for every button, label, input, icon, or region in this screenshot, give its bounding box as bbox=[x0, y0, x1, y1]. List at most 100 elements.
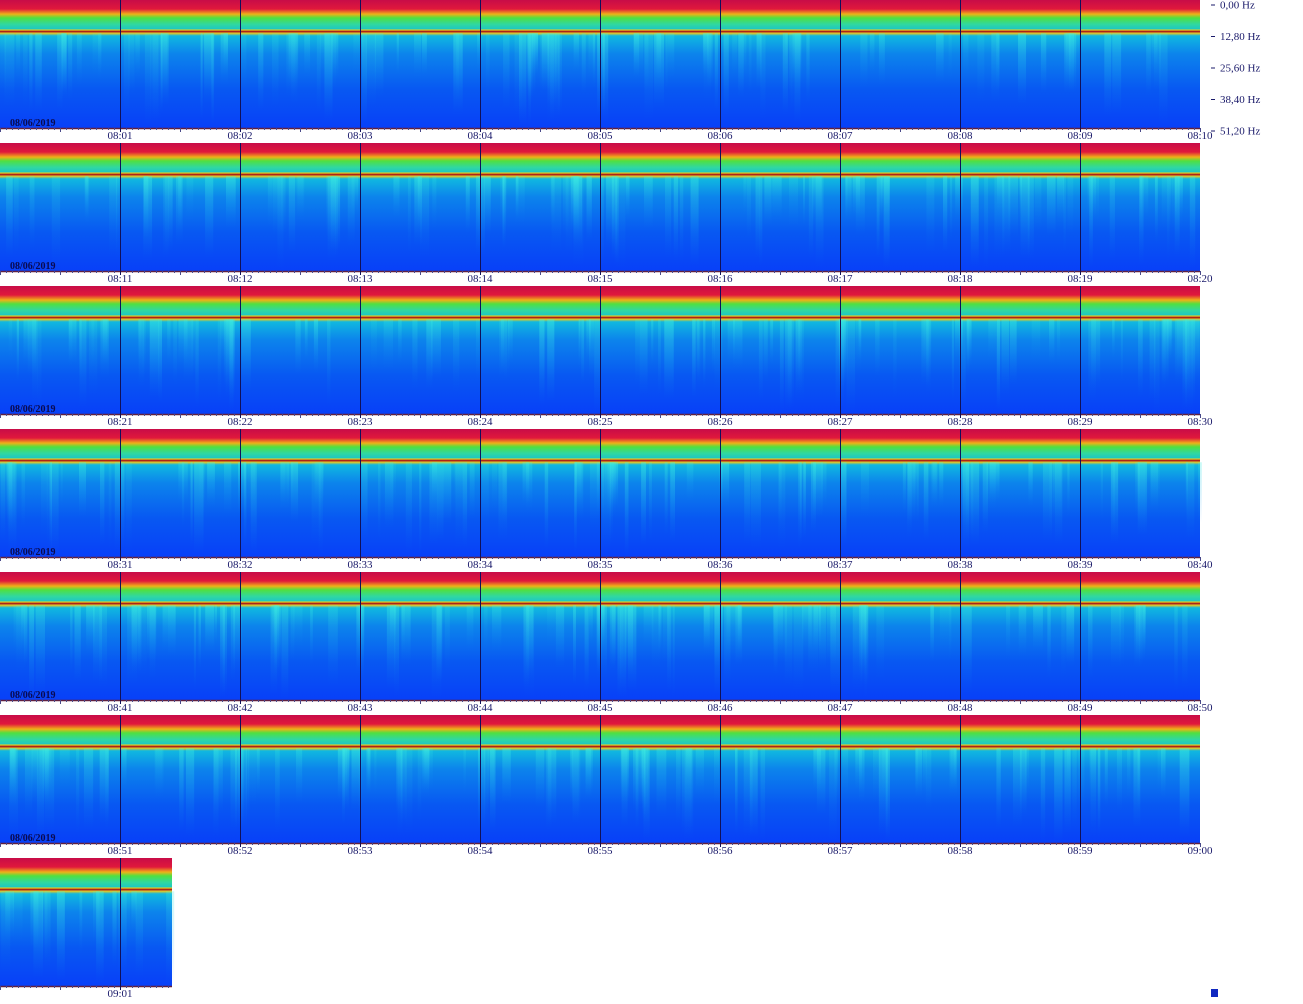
spectrogram-streak bbox=[23, 319, 29, 366]
spectrogram-streak bbox=[830, 605, 840, 695]
date-label: 08/06/2019 bbox=[10, 261, 56, 272]
spectrogram-streak bbox=[185, 748, 195, 835]
spectrogram-streak bbox=[759, 176, 763, 266]
spectrogram-streak bbox=[965, 462, 974, 539]
spectrogram-streak bbox=[565, 176, 572, 253]
spectrogram-streak bbox=[573, 605, 576, 685]
spectrogram-streak bbox=[852, 176, 861, 218]
spectrogram-streak bbox=[1019, 748, 1027, 817]
spectrogram-streak bbox=[1140, 176, 1149, 220]
spectrogram-streak bbox=[1090, 748, 1097, 836]
spectrogram-streak bbox=[280, 462, 285, 508]
spectrogram-streak bbox=[763, 319, 768, 383]
spectrogram-streak bbox=[644, 33, 654, 120]
spectrogram-streak bbox=[714, 605, 723, 667]
spectrogram-streak bbox=[1120, 319, 1123, 381]
time-label: 08:08 bbox=[947, 130, 973, 142]
spectrogram-streak bbox=[996, 319, 1001, 411]
spectrogram-streak bbox=[943, 176, 948, 252]
spectrogram-streak bbox=[802, 605, 812, 652]
spectrogram-streak bbox=[907, 462, 916, 523]
spectrogram-streak bbox=[109, 176, 118, 257]
spectrogram-streak bbox=[672, 605, 675, 697]
spectrogram-streak bbox=[205, 176, 214, 258]
spectrogram-streak bbox=[758, 319, 763, 402]
spectrogram-streak bbox=[1065, 33, 1071, 86]
spectrogram-streak bbox=[431, 462, 438, 504]
spectrogram-streak bbox=[1009, 319, 1017, 385]
spectrogram-streak bbox=[547, 319, 555, 402]
spectrogram-streak bbox=[875, 319, 880, 377]
spectrogram-streak bbox=[955, 176, 963, 220]
spectrogram-streak bbox=[135, 33, 140, 77]
spectrogram-streak bbox=[295, 319, 301, 375]
spectrogram-streak bbox=[1137, 462, 1146, 535]
spectrogram-streak bbox=[226, 176, 236, 228]
spectrogram-streak bbox=[1179, 748, 1190, 837]
spectrogram-streak bbox=[70, 605, 73, 673]
spectrogram-streak bbox=[275, 748, 280, 833]
time-label: 08:31 bbox=[107, 559, 132, 571]
spectrogram-streak bbox=[426, 319, 433, 389]
time-label: 09:01 bbox=[107, 988, 132, 1000]
spectrogram-streak bbox=[281, 176, 286, 236]
spectrogram-streak bbox=[47, 748, 50, 791]
spectrogram-streak bbox=[1138, 605, 1143, 667]
spectrogram-streak bbox=[600, 176, 604, 265]
spectrogram-streak bbox=[86, 605, 95, 654]
status-icon[interactable] bbox=[1211, 989, 1218, 997]
spectrogram-streak bbox=[89, 319, 98, 395]
spectrogram-streak bbox=[966, 319, 972, 367]
time-label: 08:48 bbox=[947, 702, 973, 714]
spectrogram-streak bbox=[162, 605, 169, 652]
spectrogram-streak bbox=[237, 462, 247, 514]
spectrogram-streak bbox=[405, 748, 413, 834]
spectrogram-streak bbox=[1161, 748, 1166, 798]
spectrogram-streak bbox=[386, 605, 396, 689]
spectrogram-streak bbox=[1067, 176, 1074, 235]
spectrogram-streak bbox=[422, 33, 427, 76]
spectrogram-streak bbox=[23, 33, 28, 107]
spectrogram-streak bbox=[727, 319, 735, 364]
spectrogram-streak bbox=[951, 319, 954, 402]
spectrogram-streak bbox=[414, 33, 422, 77]
spectrogram-streak bbox=[327, 176, 337, 261]
spectrogram-streak bbox=[138, 605, 147, 675]
spectrogram-streak bbox=[581, 319, 585, 384]
spectrogram-streak bbox=[772, 605, 783, 652]
spectrogram-streak bbox=[703, 319, 706, 388]
time-label: 08:11 bbox=[108, 273, 133, 285]
spectrogram-streak bbox=[557, 33, 562, 116]
date-label: 08/06/2019 bbox=[10, 404, 56, 415]
spectrogram-streak bbox=[643, 748, 649, 822]
spectrogram-streak bbox=[166, 891, 175, 986]
spectrogram-streak bbox=[1033, 605, 1043, 652]
spectrogram-streak bbox=[328, 605, 338, 686]
spectrogram-streak bbox=[834, 748, 839, 801]
spectrogram-streak bbox=[316, 33, 321, 114]
time-label: 08:05 bbox=[587, 130, 613, 142]
spectrogram-streak bbox=[977, 33, 985, 102]
time-label: 08:29 bbox=[1067, 416, 1093, 428]
spectrogram-streak bbox=[1174, 319, 1183, 384]
spectrogram-streak bbox=[503, 319, 510, 380]
spectrogram-streak bbox=[85, 176, 90, 223]
spectrogram-streak bbox=[288, 176, 296, 253]
spectrogram-streak bbox=[902, 462, 906, 513]
spectrogram-streak bbox=[922, 748, 927, 793]
spectrogram-streak bbox=[335, 176, 338, 258]
time-label: 08:52 bbox=[227, 845, 252, 857]
spectrogram-streak bbox=[0, 33, 7, 98]
spectrogram-streak bbox=[714, 748, 720, 804]
spectrogram-streak bbox=[121, 748, 127, 789]
spectrogram-streak bbox=[4, 33, 15, 107]
spectrogram-streak bbox=[220, 605, 225, 698]
spectrogram-streak bbox=[1002, 176, 1011, 254]
spectrogram-streak bbox=[1068, 33, 1077, 92]
spectrogram-streak bbox=[27, 319, 37, 375]
spectrogram-streak bbox=[609, 605, 616, 672]
spectrogram-streak bbox=[51, 176, 61, 271]
spectrogram-streak bbox=[225, 319, 236, 398]
spectrogram-streak bbox=[1054, 748, 1063, 843]
spectrogram-streak bbox=[970, 462, 980, 546]
